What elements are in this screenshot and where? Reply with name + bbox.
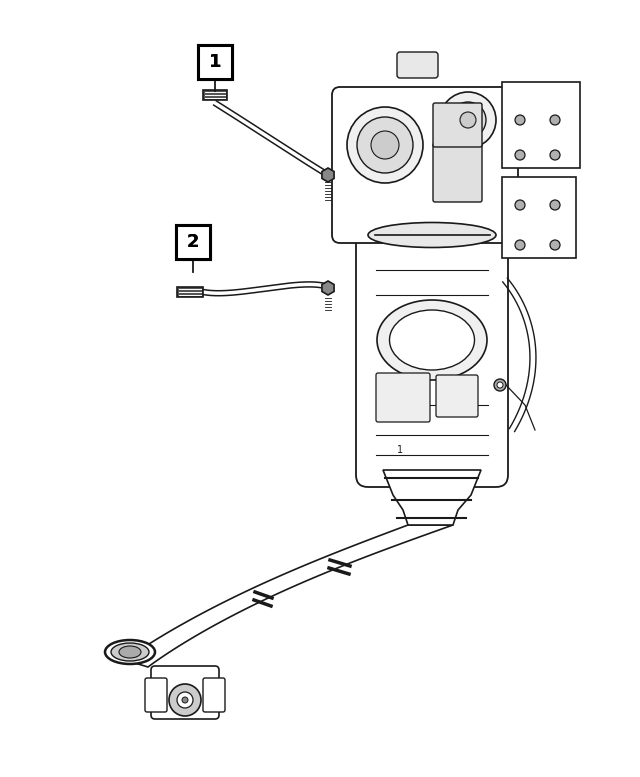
FancyBboxPatch shape <box>433 143 482 202</box>
Circle shape <box>347 107 423 183</box>
Circle shape <box>494 379 506 391</box>
FancyBboxPatch shape <box>176 225 210 259</box>
Text: 1: 1 <box>209 53 221 71</box>
Ellipse shape <box>105 640 155 664</box>
Circle shape <box>550 200 560 210</box>
FancyBboxPatch shape <box>436 375 478 417</box>
Circle shape <box>182 697 188 703</box>
FancyBboxPatch shape <box>145 678 167 712</box>
Polygon shape <box>322 281 334 295</box>
FancyBboxPatch shape <box>433 103 482 147</box>
Circle shape <box>450 102 486 138</box>
Text: 1: 1 <box>209 53 221 71</box>
Polygon shape <box>125 525 453 667</box>
Circle shape <box>515 200 525 210</box>
Circle shape <box>515 240 525 250</box>
Circle shape <box>169 684 201 716</box>
Circle shape <box>177 692 193 708</box>
Circle shape <box>515 115 525 125</box>
FancyBboxPatch shape <box>198 45 232 79</box>
Text: 1: 1 <box>397 445 403 455</box>
FancyBboxPatch shape <box>151 666 219 719</box>
Circle shape <box>550 240 560 250</box>
Polygon shape <box>322 168 334 182</box>
Text: 2: 2 <box>187 233 199 251</box>
FancyBboxPatch shape <box>356 223 508 487</box>
FancyBboxPatch shape <box>332 87 518 243</box>
Circle shape <box>357 117 413 173</box>
Ellipse shape <box>390 310 474 370</box>
Ellipse shape <box>119 646 141 658</box>
FancyBboxPatch shape <box>203 678 225 712</box>
Circle shape <box>515 150 525 160</box>
FancyBboxPatch shape <box>176 225 210 259</box>
Circle shape <box>550 115 560 125</box>
Polygon shape <box>383 470 481 525</box>
FancyBboxPatch shape <box>376 373 430 422</box>
Ellipse shape <box>111 643 149 661</box>
FancyBboxPatch shape <box>203 90 227 100</box>
FancyBboxPatch shape <box>502 177 576 258</box>
FancyBboxPatch shape <box>198 45 232 79</box>
Circle shape <box>497 382 503 388</box>
Circle shape <box>440 92 496 148</box>
Text: 2: 2 <box>187 233 199 251</box>
Circle shape <box>371 131 399 159</box>
FancyBboxPatch shape <box>502 82 580 168</box>
FancyBboxPatch shape <box>397 52 438 78</box>
Ellipse shape <box>368 222 496 248</box>
Circle shape <box>550 150 560 160</box>
Ellipse shape <box>377 300 487 380</box>
Circle shape <box>460 112 476 128</box>
FancyBboxPatch shape <box>177 287 203 297</box>
